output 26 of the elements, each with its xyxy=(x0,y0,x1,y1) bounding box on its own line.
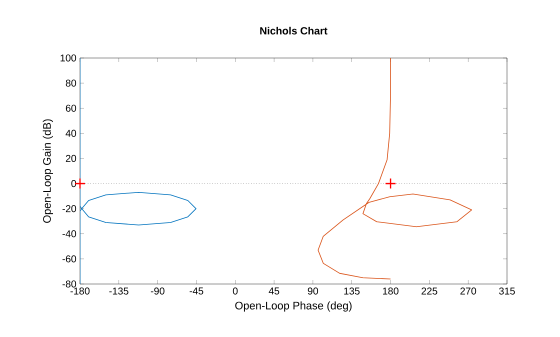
x-tick-label: -180 xyxy=(70,288,90,295)
x-tick-label: -45 xyxy=(190,288,204,294)
x-tick-label: 180 xyxy=(383,288,398,295)
y-tick-label: -60 xyxy=(62,255,76,262)
y-tick-label: 60 xyxy=(66,104,76,112)
y-axis-title: Open-Loop Gain (dB) xyxy=(42,119,54,223)
x-tick-label: 225 xyxy=(422,288,438,295)
y-tick-label: -20 xyxy=(62,205,76,212)
y-tick-label: 100 xyxy=(60,54,76,62)
x-tick-label: 45 xyxy=(268,288,280,294)
x-tick-label: 315 xyxy=(499,288,515,295)
x-tick-label: 135 xyxy=(344,288,360,295)
x-tick-label: -90 xyxy=(150,288,164,295)
x-tick-label: 270 xyxy=(460,288,476,295)
line-series xyxy=(80,58,196,284)
y-tick-label: -40 xyxy=(62,230,76,238)
line-series xyxy=(318,58,472,280)
x-axis-title: Open-Loop Phase (deg) xyxy=(235,301,352,312)
y-tick-label: 40 xyxy=(66,130,76,137)
x-tick-label: 0 xyxy=(232,288,238,295)
x-tick-label: 90 xyxy=(308,288,318,295)
y-tick-label: 20 xyxy=(66,154,76,162)
x-tick-label: -135 xyxy=(109,288,128,295)
y-tick-label: -80 xyxy=(62,280,76,288)
y-tick-label: 80 xyxy=(66,80,76,87)
chart-title: Nichols Chart xyxy=(260,26,328,35)
